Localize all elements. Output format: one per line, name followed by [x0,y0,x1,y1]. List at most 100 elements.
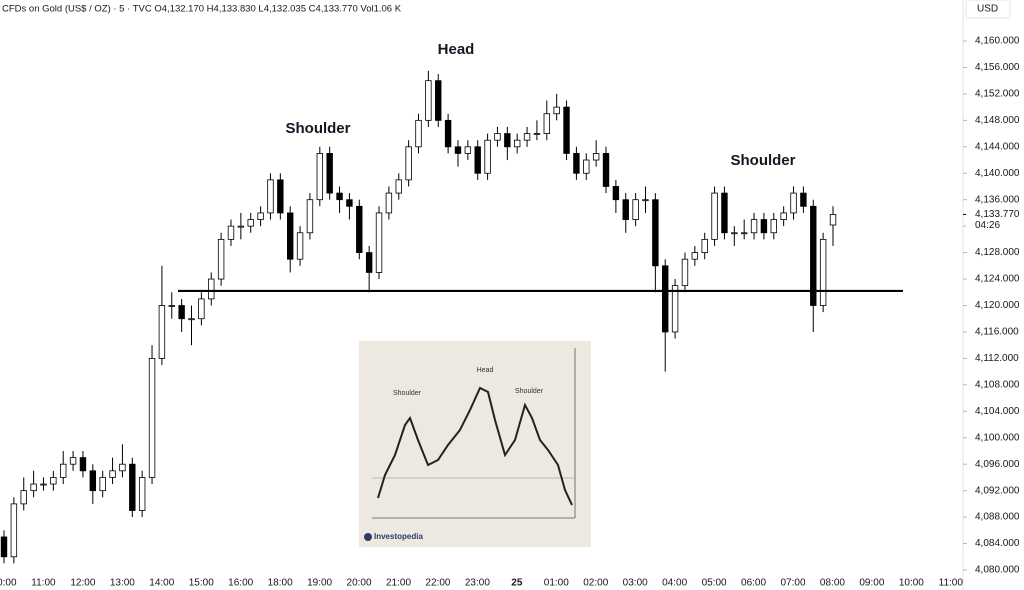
candle-body [89,470,97,492]
candle-body [227,225,235,240]
inset-background [359,341,591,547]
candle-body [119,463,126,472]
candle-body [780,212,787,220]
candle-body [652,199,659,267]
x-tick-label: 11:00 [939,578,964,589]
candle-body [691,252,699,260]
candle-body [760,219,768,234]
shoulder-annotation: Shoulder [730,152,795,169]
candle-body [158,305,166,359]
x-tick-label: 23:00 [465,578,490,589]
candle-body [356,205,363,253]
x-tick-label: 06:00 [741,578,766,589]
candle-body [632,199,639,220]
x-tick-label: 07:00 [780,578,805,589]
candle-body [267,179,274,214]
candle-body [662,265,669,333]
candle-body [316,153,324,201]
x-tick-label: 01:00 [544,578,569,589]
inset-label: Shoulder [515,388,544,395]
candle-body [612,186,620,201]
candle-body [60,463,67,478]
inset-label: Shoulder [393,390,422,397]
last-price-label: 4,133.770 [975,209,1020,220]
candle-body [257,212,264,220]
candle-body [800,192,807,207]
y-tick-label: 4,112.000 [975,353,1019,364]
inset-brand: Investopedia [374,532,423,541]
y-tick-label: 4,140.000 [975,168,1020,179]
x-tick-label: 04:00 [662,578,687,589]
candle-body [405,146,412,181]
candle-body [770,219,777,234]
candle-body [701,238,708,253]
candle-body [40,483,47,486]
candle-body [50,477,57,485]
x-tick-label: 10:00 [0,578,17,589]
x-tick-label: 25 [511,578,523,589]
candle-body [790,192,797,214]
candle-body [296,232,304,260]
candle-body [494,133,501,141]
y-tick-label: 4,148.000 [975,115,1020,126]
inset-logo [364,533,372,541]
candle-body [385,192,393,214]
candle-body [287,212,294,260]
candle-body [0,536,8,558]
candle-body [277,179,284,214]
x-tick-label: 18:00 [268,578,293,589]
y-tick-label: 4,104.000 [975,406,1020,417]
candle-body [306,199,314,234]
x-tick-label: 20:00 [347,578,372,589]
candle-body [99,477,106,492]
last-price-badge [966,207,1022,232]
candle-body [523,133,531,141]
inset: Shoulder Head Shoulder Investopedia [359,341,591,547]
x-tick-label: 03:00 [623,578,648,589]
y-tick-label: 4,128.000 [975,247,1020,258]
candle-body [435,80,442,121]
candle-body [504,133,511,148]
candle-body [148,357,156,478]
candle-body [217,238,225,280]
candle-body [188,318,195,321]
x-tick-label: 19:00 [307,578,332,589]
candle-body [750,219,758,234]
candle-body [671,285,679,333]
candle-body [553,106,560,115]
y-tick-label: 4,084.000 [975,538,1020,549]
candle-body [10,503,18,558]
candle-body [425,80,432,121]
candle-body [129,463,136,511]
candle-body [336,192,343,201]
candle-body [513,139,521,148]
candle-body [69,457,77,465]
candle-body [138,477,146,511]
candle-body [592,153,600,161]
candle-body [30,483,37,492]
candle-body [79,457,87,472]
inset-label: Head [477,367,494,374]
candle-body [247,219,254,227]
y-tick-label: 4,136.000 [975,194,1020,205]
x-tick-label: 05:00 [702,578,727,589]
x-tick-label: 16:00 [228,578,253,589]
x-tick-label: 13:00 [110,578,135,589]
candle-body [602,153,610,187]
candle-body [20,490,27,505]
candle-body [583,159,590,174]
y-tick-label: 4,124.000 [975,274,1020,285]
currency[interactable]: USD [977,4,998,15]
countdown: 04:26 [975,220,1000,231]
candle-body [543,113,550,134]
currency-box[interactable] [965,0,1011,19]
x-tick-label: 15:00 [189,578,214,589]
candle-body [731,232,738,235]
candle-body [444,119,452,148]
y-tick-label: 4,156.000 [975,62,1020,73]
y-tick-label: 4,092.000 [975,485,1020,496]
x-tick-label: 08:00 [820,578,845,589]
x-tick-label: 21:00 [386,578,411,589]
x-tick-label: 22:00 [425,578,450,589]
